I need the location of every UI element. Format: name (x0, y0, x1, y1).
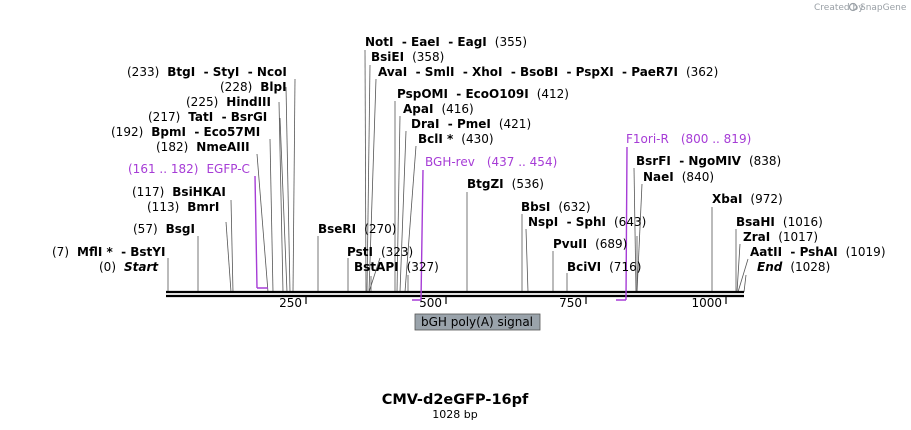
svg-text:BciVI(716): BciVI (716) (567, 260, 641, 274)
site-bsiei[interactable]: BsiEI (358) (371, 50, 444, 64)
svg-text:BGH-rev(437 .. 454): BGH-rev (437 .. 454) (425, 155, 557, 169)
leader-lines (167, 49, 749, 293)
primer-bgh-rev-arrow (412, 169, 424, 301)
primer-f1ori-r-arrow (616, 146, 628, 301)
site-btgzi[interactable]: BtgZI (536) (467, 177, 544, 191)
svg-text:NaeI(840): NaeI (840) (643, 170, 714, 184)
svg-text:(57)BsgI: (57) BsgI (133, 222, 195, 236)
site-bsahi[interactable]: BsaHI (1016) (736, 215, 823, 229)
site-blpi[interactable]: (228) BlpI (220, 80, 287, 94)
site-bcli[interactable]: BclI * (430) (418, 132, 494, 146)
site-bcivi[interactable]: BciVI (716) (567, 260, 641, 274)
site-bpmi[interactable]: (192) BpmI - Eco57MI (111, 125, 260, 139)
svg-text:ZraI(1017): ZraI (1017) (743, 230, 818, 244)
svg-text:PvuII(689): PvuII (689) (553, 237, 627, 251)
svg-text:BclI *(430): BclI * (430) (418, 132, 494, 146)
axis-label-750: 750 (559, 296, 582, 310)
feature-bgh-polya[interactable]: bGH poly(A) signal (414, 313, 541, 331)
svg-text:BsrFI - NgoMIV(838): BsrFI - NgoMIV (838) (636, 154, 781, 168)
svg-text:NspI - SphI(643): NspI - SphI (643) (528, 215, 646, 229)
primer-lines (254, 146, 628, 301)
primer-labels: (161 .. 182) EGFP-C BGH-rev (437 .. 454) F… (128, 132, 751, 176)
axis: 250 500 750 1000 (279, 296, 727, 310)
svg-text:XbaI(972): XbaI (972) (712, 192, 783, 206)
site-bsihkai[interactable]: (117) BsiHKAI (132, 185, 226, 199)
svg-text:(0)Start: (0) Start (99, 260, 159, 274)
site-psti[interactable]: PstI (323) (347, 245, 413, 259)
site-noti[interactable]: NotI - EaeI - EagI (355) (365, 35, 527, 49)
backbone (166, 290, 744, 298)
site-btgi[interactable]: (233) BtgI - StyI - NcoI (127, 65, 287, 79)
svg-text:BbsI(632): BbsI (632) (521, 200, 591, 214)
svg-text:ApaI(416): ApaI (416) (403, 102, 474, 116)
svg-text:End(1028): End (1028) (757, 260, 830, 274)
svg-text:(228)BlpI: (228) BlpI (220, 80, 287, 94)
primer-f1ori-r[interactable]: F1ori-R (800 .. 819) (626, 132, 751, 146)
credit-brand: SnapGene (860, 3, 907, 13)
axis-label-1000: 1000 (691, 296, 722, 310)
svg-text:NotI - EaeI - EagI(355): NotI - EaeI - EagI (355) (365, 35, 527, 49)
svg-text:PspOMI - EcoO109I(412): PspOMI - EcoO109I (412) (397, 87, 569, 101)
svg-text:(192)BpmI - Eco57MI: (192) BpmI - Eco57MI (111, 125, 260, 139)
svg-text:(161 .. 182)EGFP-C: (161 .. 182) EGFP-C (128, 162, 250, 176)
site-bbsi[interactable]: BbsI (632) (521, 200, 591, 214)
site-aatii[interactable]: AatII - PshAI (1019) (750, 245, 886, 259)
site-hindiii[interactable]: (225) HindIII (186, 95, 271, 109)
site-mfli[interactable]: (7) MflI * - BstYI (52, 245, 165, 259)
site-naei[interactable]: NaeI (840) (643, 170, 714, 184)
map-start: (0) Start (99, 260, 159, 274)
svg-text:AvaI - SmlI - XhoI - BsoBI: AvaI - SmlI - XhoI - BsoBI - PspXI - Pae… (378, 65, 718, 79)
snapgene-logo-icon (848, 2, 858, 12)
svg-text:BseRI(270): BseRI (270) (318, 222, 396, 236)
primer-egfp-c[interactable]: (161 .. 182) EGFP-C (128, 162, 250, 176)
site-nspi[interactable]: NspI - SphI (643) (528, 215, 646, 229)
axis-label-500: 500 (419, 296, 442, 310)
svg-text:BtgZI(536): BtgZI (536) (467, 177, 544, 191)
svg-text:(117)BsiHKAI: (117) BsiHKAI (132, 185, 226, 199)
site-bstapi[interactable]: BstAPI (327) (354, 260, 439, 274)
snapgene-credit: Created by SnapGene (814, 2, 907, 13)
site-tati[interactable]: (217) TatI - BsrGI (148, 110, 267, 124)
site-nmeaiii[interactable]: (182) NmeAIII (156, 140, 250, 154)
map-end: End (1028) (757, 260, 830, 274)
svg-text:BstAPI(327): BstAPI (327) (354, 260, 439, 274)
feature-label: bGH poly(A) signal (421, 315, 533, 329)
site-drai[interactable]: DraI - PmeI (421) (411, 117, 531, 131)
axis-label-250: 250 (279, 296, 302, 310)
site-bseri[interactable]: BseRI (270) (318, 222, 396, 236)
svg-text:BsaHI(1016): BsaHI (1016) (736, 215, 823, 229)
svg-text:(233)BtgI - StyI - NcoI: (233) BtgI - StyI - NcoI (127, 65, 287, 79)
site-psmomi[interactable]: PspOMI - EcoO109I (412) (397, 87, 569, 101)
map-title: CMV-d2eGFP-16pf (382, 392, 529, 408)
svg-text:DraI - PmeI(421): DraI - PmeI (421) (411, 117, 531, 131)
site-avai[interactable]: AvaI - SmlI - XhoI - BsoBI - PspXI - Pae… (378, 65, 718, 79)
svg-text:(113)BmrI: (113) BmrI (147, 200, 219, 214)
svg-text:PstI(323): PstI (323) (347, 245, 413, 259)
site-bsrfi[interactable]: BsrFI - NgoMIV (838) (636, 154, 781, 168)
svg-text:BsiEI(358): BsiEI (358) (371, 50, 444, 64)
site-labels: NotI - EaeI - EagI (355) BsiEI (358) AvaI … (52, 35, 886, 274)
svg-text:(217)TatI - BsrGI: (217) TatI - BsrGI (148, 110, 267, 124)
svg-text:(182)NmeAIII: (182) NmeAIII (156, 140, 250, 154)
svg-text:(225)HindIII: (225) HindIII (186, 95, 271, 109)
svg-text:(7)MflI * - BstYI: (7) MflI * - BstYI (52, 245, 165, 259)
site-zrai[interactable]: ZraI (1017) (743, 230, 818, 244)
site-xbai[interactable]: XbaI (972) (712, 192, 783, 206)
primer-egfp-c-arrow (254, 175, 268, 289)
map-length: 1028 bp (432, 408, 477, 421)
credit-prefix: Created by (814, 3, 864, 13)
svg-text:F1ori-R(800 .. 819): F1ori-R (800 .. 819) (626, 132, 751, 146)
primer-bgh-rev[interactable]: BGH-rev (437 .. 454) (425, 155, 557, 169)
site-bsgi[interactable]: (57) BsgI (133, 222, 195, 236)
site-apai[interactable]: ApaI (416) (403, 102, 474, 116)
site-pvuii[interactable]: PvuII (689) (553, 237, 627, 251)
site-bmri[interactable]: (113) BmrI (147, 200, 219, 214)
svg-text:AatII - PshAI(1019): AatII - PshAI (1019) (750, 245, 886, 259)
